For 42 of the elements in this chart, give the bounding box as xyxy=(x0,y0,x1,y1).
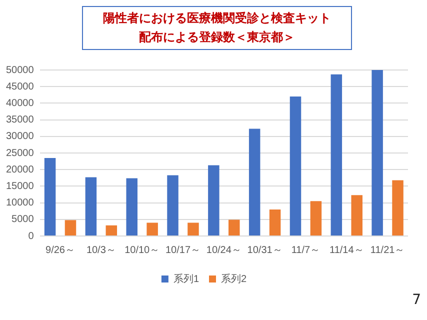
bar xyxy=(146,222,158,236)
text: 7 xyxy=(412,292,421,308)
bar xyxy=(330,74,342,236)
bar xyxy=(167,175,178,236)
y-tick-label: 50000 xyxy=(6,64,34,76)
legend-label: 系列2 xyxy=(221,272,247,285)
x-tick-label: 11/14～ xyxy=(329,244,364,256)
bar xyxy=(290,96,302,236)
y-tick-label: 25000 xyxy=(6,148,34,159)
y-tick-label: 0 xyxy=(28,230,34,242)
bar xyxy=(106,225,118,236)
bar xyxy=(351,195,362,236)
y-tick-label: 20000 xyxy=(6,164,34,176)
bar xyxy=(372,70,383,236)
x-tick-label: 10/17～ xyxy=(165,244,201,256)
bar xyxy=(269,209,281,236)
bar xyxy=(208,165,220,236)
bar xyxy=(85,177,97,236)
y-tick-label: 45000 xyxy=(6,81,34,92)
y-tick-label: 30000 xyxy=(6,131,34,142)
y-tick-label: 15000 xyxy=(6,180,34,192)
y-tick-label: 10000 xyxy=(6,198,34,209)
bar xyxy=(126,178,138,236)
y-tick-label: 40000 xyxy=(6,98,34,109)
x-tick-label: 11/7～ xyxy=(291,244,320,256)
y-tick-label: 5000 xyxy=(12,214,34,226)
bar xyxy=(310,201,322,236)
x-tick-label: 10/31～ xyxy=(247,244,282,256)
legend-label: 系列1 xyxy=(173,272,200,285)
bar xyxy=(392,180,404,236)
bar xyxy=(248,128,260,236)
x-tick-label: 10/24～ xyxy=(206,244,242,256)
x-tick-label: 11/21～ xyxy=(370,244,405,256)
bar xyxy=(44,158,56,236)
bar xyxy=(228,220,240,236)
x-tick-label: 10/3～ xyxy=(86,244,116,256)
bar xyxy=(188,222,199,236)
bar xyxy=(64,220,76,236)
y-tick-label: 35000 xyxy=(6,114,34,126)
x-tick-label: 9/26～ xyxy=(46,244,75,256)
chart-title: 陽性者における医療機関受診と検査キット配布による登録数＜東京都＞ xyxy=(82,6,352,50)
x-tick-label: 10/10～ xyxy=(124,244,160,256)
